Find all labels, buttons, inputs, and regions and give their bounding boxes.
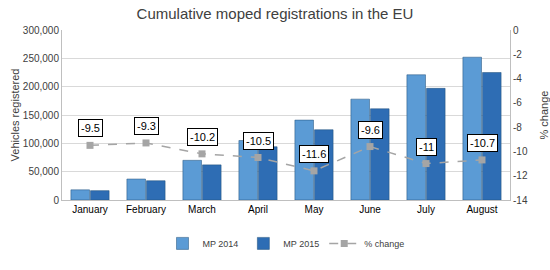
svg-text:MP 2014: MP 2014	[203, 239, 239, 249]
svg-text:-9.3: -9.3	[137, 120, 156, 132]
svg-text:50,000: 50,000	[28, 166, 59, 177]
svg-text:300,000: 300,000	[23, 25, 60, 36]
svg-text:March: March	[188, 204, 216, 215]
svg-text:-2: -2	[513, 49, 522, 60]
svg-text:-8: -8	[513, 122, 522, 133]
svg-text:Vehicles registered: Vehicles registered	[9, 69, 21, 162]
svg-text:MP 2015: MP 2015	[283, 239, 319, 249]
svg-text:100,000: 100,000	[23, 138, 60, 149]
svg-text:-6: -6	[513, 97, 522, 108]
svg-text:-11.6: -11.6	[302, 148, 326, 160]
svg-text:-10.7: -10.7	[470, 137, 495, 149]
svg-text:January: January	[72, 204, 108, 215]
svg-text:200,000: 200,000	[23, 81, 60, 92]
svg-text:150,000: 150,000	[23, 110, 60, 121]
svg-text:-10: -10	[513, 146, 528, 157]
svg-text:% change: % change	[364, 239, 404, 249]
svg-text:May: May	[305, 204, 324, 215]
svg-text:-10.2: -10.2	[190, 131, 215, 143]
svg-text:April: April	[248, 204, 268, 215]
svg-text:July: July	[417, 204, 435, 215]
svg-text:-11: -11	[419, 141, 434, 153]
svg-text:-12: -12	[513, 170, 528, 181]
svg-text:June: June	[359, 204, 381, 215]
svg-text:-9.5: -9.5	[81, 122, 100, 134]
svg-text:Cumulative moped registrations: Cumulative moped registrations in the EU	[137, 5, 414, 22]
svg-text:-10.5: -10.5	[246, 135, 271, 147]
svg-text:-4: -4	[513, 73, 522, 84]
svg-text:-14: -14	[513, 195, 528, 206]
svg-text:0: 0	[513, 25, 519, 36]
svg-text:250,000: 250,000	[23, 53, 60, 64]
svg-text:February: February	[126, 204, 166, 215]
svg-text:% change: % change	[538, 91, 550, 140]
svg-text:-9.6: -9.6	[361, 124, 380, 136]
svg-text:0: 0	[53, 195, 59, 206]
svg-text:August: August	[466, 204, 497, 215]
